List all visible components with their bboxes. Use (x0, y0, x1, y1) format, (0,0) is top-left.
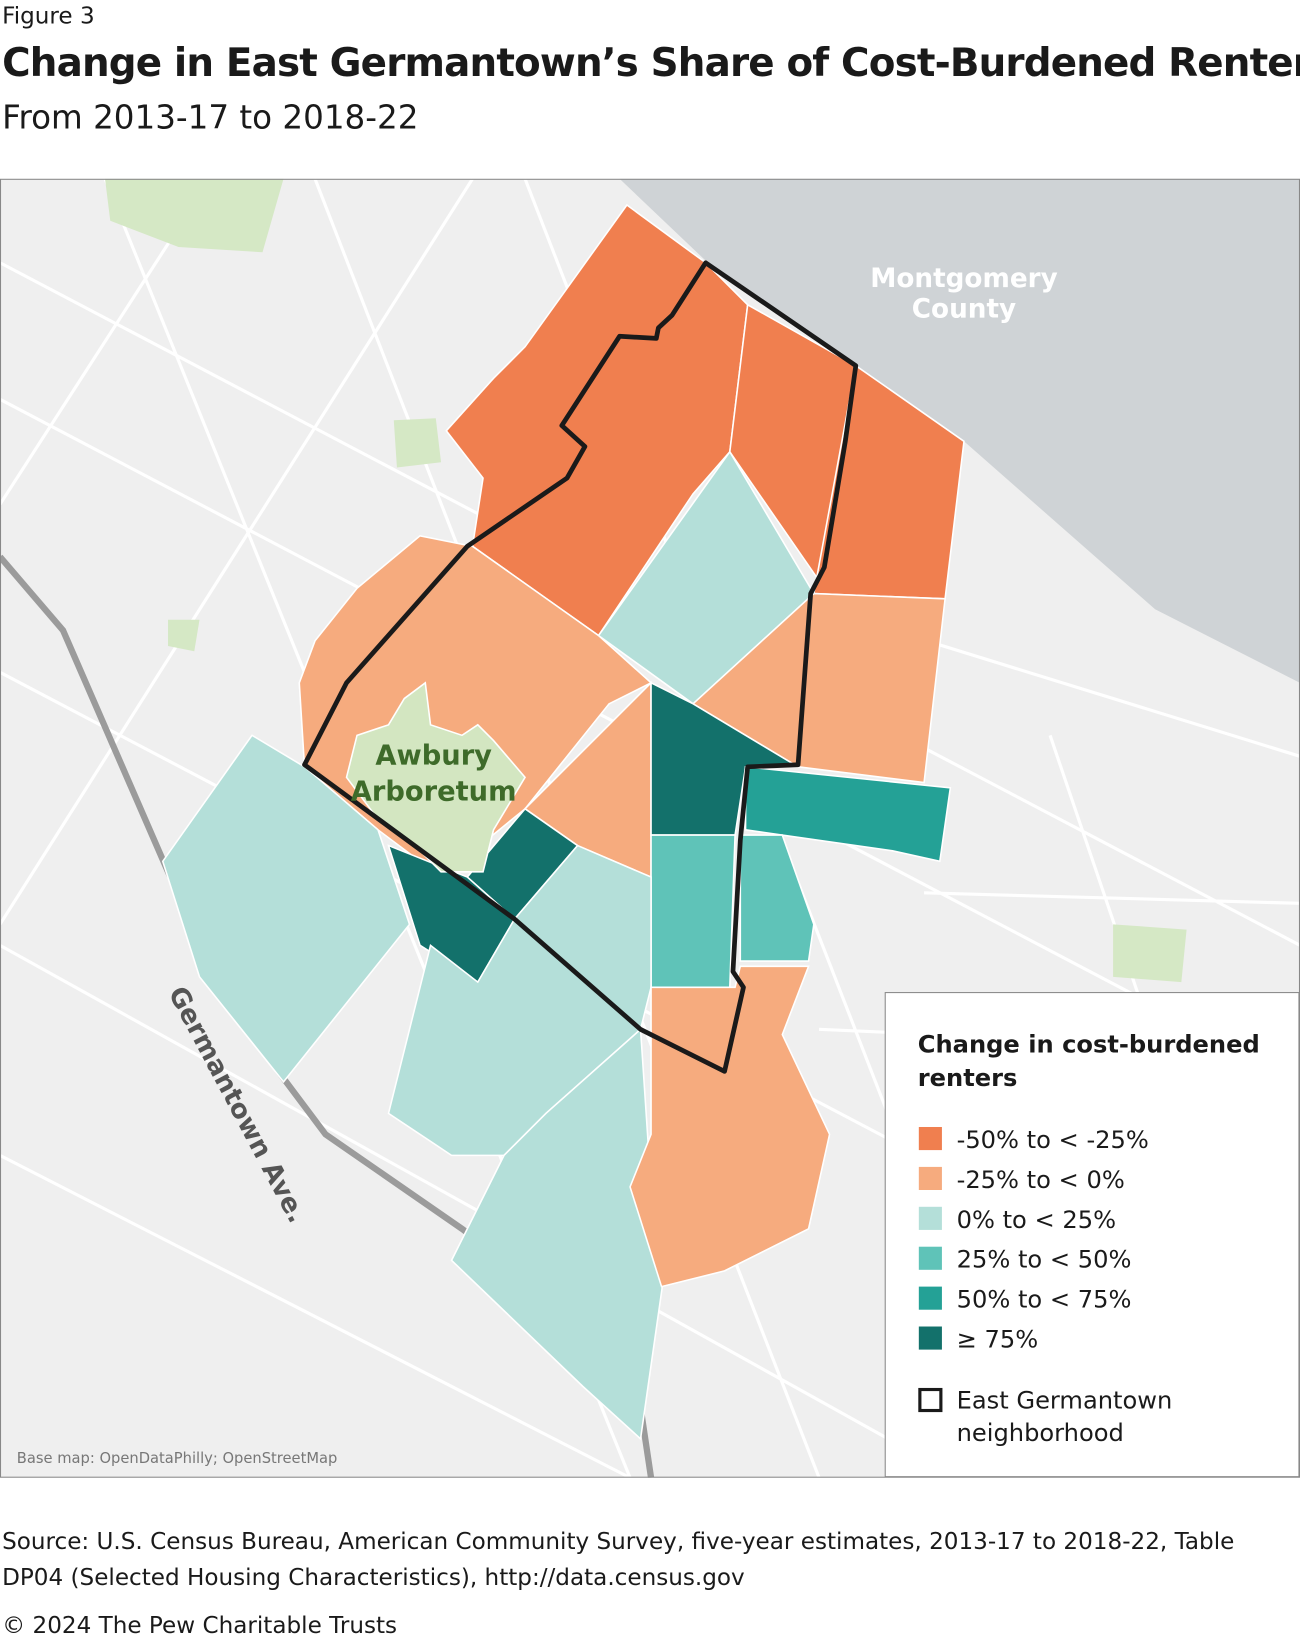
tract (744, 765, 952, 863)
awbury-arboretum (345, 681, 527, 873)
figure-label: Figure 3 (2, 3, 95, 29)
boundary-label: East Germantown (957, 1386, 1173, 1414)
legend-label: 50% to < 75% (957, 1286, 1132, 1314)
legend-swatch (918, 1166, 942, 1191)
legend-label: -25% to < 0% (957, 1166, 1125, 1194)
copyright: © 2024 The Pew Charitable Trusts (2, 1613, 397, 1639)
legend-swatch (918, 1206, 942, 1230)
legend-swatch (918, 1126, 942, 1151)
tract (650, 834, 736, 989)
subtitle: From 2013-17 to 2018-22 (2, 98, 418, 136)
legend-label: 25% to < 50% (957, 1246, 1132, 1274)
legend-box (884, 992, 1300, 1478)
legend: Change in cost-burdened renters East Ger… (884, 992, 1300, 1478)
legend-label: -50% to < -25% (957, 1126, 1149, 1154)
montgomery-county (619, 178, 1300, 683)
boundary-swatch (918, 1387, 943, 1413)
title: Change in East Germantown’s Share of Cos… (2, 41, 1300, 86)
east-germantown-boundary (302, 260, 859, 1074)
legend-label: ≥ 75% (957, 1326, 1039, 1354)
tract (691, 592, 946, 784)
tract (739, 834, 815, 962)
legend-swatch (918, 1326, 942, 1350)
legend-swatch (918, 1286, 942, 1310)
map: Montgomery County Awbury Arboretum Germa… (0, 178, 1300, 1478)
county-label: County (912, 294, 1016, 324)
map-credit: Base map: OpenDataPhilly; OpenStreetMap (17, 1450, 338, 1467)
park-label: Arboretum (351, 776, 517, 807)
source: Source: U.S. Census Bureau, American Com… (2, 1529, 1234, 1555)
tract (161, 734, 411, 1084)
legend-swatch (918, 1246, 942, 1270)
map-frame (0, 178, 1300, 1478)
legend-title: renters (918, 1064, 1018, 1092)
source: DP04 (Selected Housing Characteristics),… (2, 1565, 745, 1591)
legend-title: Change in cost-burdened (918, 1030, 1260, 1058)
county-label: Montgomery (870, 264, 1057, 294)
legend-label: 0% to < 25% (957, 1206, 1116, 1234)
census-tracts (161, 203, 965, 1441)
boundary-label: neighborhood (957, 1419, 1124, 1447)
park-label: Awbury (375, 741, 492, 772)
